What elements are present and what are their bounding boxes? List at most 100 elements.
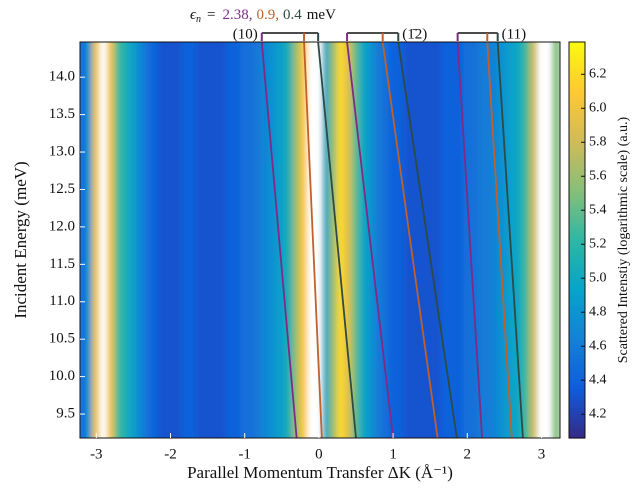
dispersion-line xyxy=(381,42,439,438)
colorbar-segment xyxy=(569,378,585,383)
colorbar-segment xyxy=(569,71,585,76)
dispersion-line xyxy=(317,42,357,438)
colorbar-segment xyxy=(569,84,585,89)
colorbar-segment xyxy=(569,339,585,343)
colorbar-segment xyxy=(569,230,585,234)
heat-cell xyxy=(529,42,539,438)
heat-cell xyxy=(470,42,479,438)
colorbar-segment xyxy=(569,345,585,350)
colorbar-segment xyxy=(569,348,585,353)
heat-cell xyxy=(374,42,383,438)
colorbar-tick-label: 5.2 xyxy=(589,236,607,251)
colorbar-segment xyxy=(569,197,585,201)
heat-cell xyxy=(144,42,153,438)
y-axis-label: Incident Energy (meV) xyxy=(11,161,30,318)
colorbar-segment xyxy=(569,114,585,119)
colorbar-segment xyxy=(569,141,585,145)
heat-cell xyxy=(121,42,131,438)
colorbar-segment xyxy=(569,147,585,152)
heat-cell xyxy=(425,42,435,438)
colorbar-segment xyxy=(569,253,585,258)
colorbar-segment xyxy=(569,104,585,109)
heat-cell xyxy=(255,42,264,438)
colorbar-segment xyxy=(569,259,585,264)
colorbar-segment xyxy=(569,391,585,396)
heat-cell xyxy=(344,42,353,438)
colorbar-segment xyxy=(569,134,585,139)
colorbar-segment xyxy=(569,292,585,297)
colorbar-segment xyxy=(569,325,585,330)
heat-cell xyxy=(336,42,346,438)
colorbar-tick-label: 4.6 xyxy=(589,338,607,353)
colorbar-segment xyxy=(569,434,585,439)
colorbar-segment xyxy=(569,352,585,357)
energy-subscript: n xyxy=(196,14,201,25)
heat-cell xyxy=(99,42,108,438)
energy-value: 0.9, xyxy=(257,7,280,23)
energy-unit: meV xyxy=(307,7,336,23)
heat-cell xyxy=(292,42,301,438)
colorbar-segment xyxy=(569,65,585,69)
heat-cell xyxy=(322,42,331,438)
heat-cell xyxy=(262,42,272,438)
colorbar-label: Scattered Intenstiy (logarithmic scale) … xyxy=(616,116,631,363)
heat-cell xyxy=(477,42,487,438)
colorbar-segment xyxy=(569,335,585,340)
colorbar-tick-label: 5.6 xyxy=(589,168,607,183)
heat-cell xyxy=(166,42,175,438)
colorbar-segment xyxy=(569,160,585,165)
dispersion-line xyxy=(456,42,484,438)
colorbar-segment xyxy=(569,401,585,406)
y-tick-label: 10.0 xyxy=(49,368,75,384)
colorbar-segment xyxy=(569,220,585,225)
colorbar-tick-label: 5.8 xyxy=(589,134,607,149)
heat-cell xyxy=(351,42,361,438)
colorbar-segment xyxy=(569,279,585,284)
x-tick-label: 2 xyxy=(464,446,472,462)
colorbar-segment xyxy=(569,385,585,390)
energy-equals: = xyxy=(207,7,215,23)
colorbar-segment xyxy=(569,342,585,347)
colorbar-segment xyxy=(569,256,585,261)
colorbar-segment xyxy=(569,127,585,132)
colorbar-segment xyxy=(569,411,585,416)
colorbar-segment xyxy=(569,421,585,426)
y-tick-label: 10.5 xyxy=(49,331,75,347)
colorbar-segment xyxy=(569,108,585,112)
colorbar-segment xyxy=(569,414,585,419)
colorbar-segment xyxy=(569,240,585,244)
colorbar-segment xyxy=(569,309,585,314)
heatmap xyxy=(80,42,560,438)
heat-cell xyxy=(514,42,524,438)
colorbar-segment xyxy=(569,137,585,142)
group-label: (1̄2) xyxy=(402,26,427,42)
colorbar-segment xyxy=(569,302,585,307)
plot-frame xyxy=(79,41,561,439)
colorbar-segment xyxy=(569,81,585,86)
colorbar-segment xyxy=(569,61,585,66)
colorbar-segment xyxy=(569,68,585,73)
heat-cell xyxy=(136,42,146,438)
heat-cell xyxy=(448,42,457,438)
heat-cell xyxy=(411,42,420,438)
dispersion-line xyxy=(346,42,394,438)
colorbar-segment xyxy=(569,193,585,198)
colorbar-segment xyxy=(569,243,585,248)
heat-cell xyxy=(307,42,316,438)
y-tick-label: 12.0 xyxy=(49,218,75,234)
colorbar-segment xyxy=(569,183,585,188)
colorbar-tick-label: 5.0 xyxy=(589,270,607,285)
colorbar-segment xyxy=(569,203,585,208)
colorbar-segment xyxy=(569,269,585,274)
x-tick-label: -2 xyxy=(164,446,177,462)
y-tick-label: 12.5 xyxy=(49,181,75,197)
heat-cell xyxy=(403,42,413,438)
heat-cell xyxy=(544,42,554,438)
heat-cell xyxy=(151,42,160,438)
heat-cell xyxy=(181,42,190,438)
heat-cell xyxy=(84,42,94,438)
colorbar-segment xyxy=(569,180,585,185)
heat-cell xyxy=(285,42,294,438)
colorbar-segment xyxy=(569,286,585,291)
heat-cell xyxy=(173,42,183,438)
